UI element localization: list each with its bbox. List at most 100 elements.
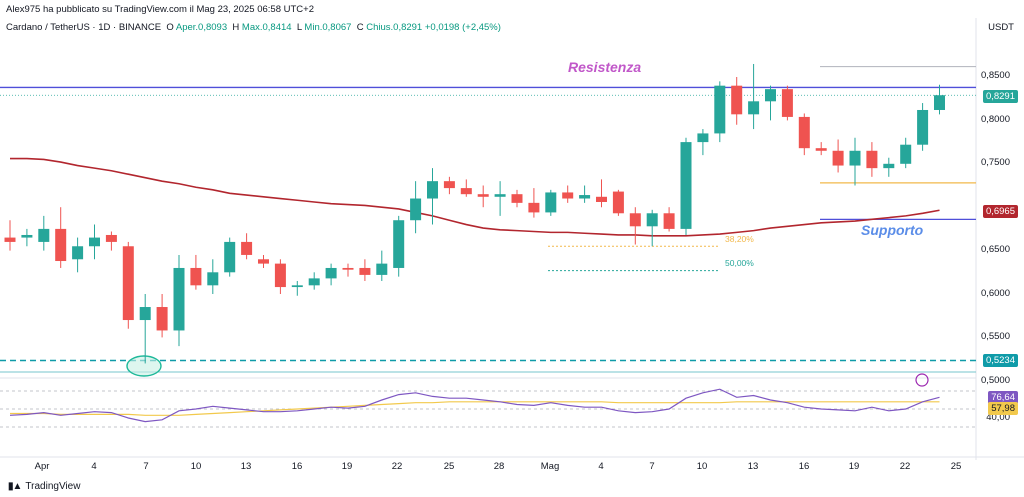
candle-body	[258, 259, 269, 264]
tradingview-brand: TradingView	[25, 481, 81, 492]
candle-body	[190, 267, 202, 286]
price-label-0500: 0,5000	[980, 375, 1010, 386]
dashed-level-tag: 0,5234	[982, 354, 1018, 367]
moving-average-line	[10, 157, 940, 237]
candle-body	[832, 150, 844, 166]
low-value: Min.0,8067	[304, 22, 352, 33]
x-label-4: 4	[91, 461, 97, 472]
rsi-label-40: 40,00	[986, 412, 1010, 423]
moving-average-layer	[10, 157, 940, 237]
candle-body	[663, 213, 675, 229]
x-label-16: 16	[291, 461, 303, 472]
high-value: Max.0,8414	[241, 22, 292, 33]
last-price-tag: 0,8291	[982, 90, 1018, 103]
x-label-mag-22: 22	[899, 461, 911, 472]
tradingview-logo[interactable]: ▮▲ TradingView	[8, 481, 80, 492]
candle-body	[291, 285, 303, 288]
candle-body	[596, 196, 607, 202]
x-label-25: 25	[443, 461, 455, 472]
candle-body	[562, 192, 574, 199]
rsi-layer	[0, 388, 976, 428]
candle-body	[55, 228, 67, 262]
candle-body	[646, 213, 658, 227]
change-value: +0,0198 (+2,45%)	[424, 22, 501, 33]
price-label-0850: 0,8500	[980, 70, 1010, 81]
candle-body	[139, 307, 151, 321]
candle-body	[494, 194, 506, 197]
rsi-value-tag: 76,64	[988, 391, 1018, 404]
x-label-28: 28	[493, 461, 505, 472]
candle-body	[528, 202, 540, 213]
open-value: Aper.0,8093	[175, 22, 228, 33]
candle-body	[308, 278, 320, 286]
x-label-22: 22	[391, 461, 403, 472]
close-label: C	[356, 22, 364, 33]
candle-body	[629, 213, 641, 227]
candle-body	[359, 267, 371, 275]
candle-body	[460, 188, 472, 195]
high-label: H	[232, 22, 240, 33]
x-label-mag: Mag	[540, 461, 560, 472]
candle-body	[612, 191, 624, 214]
candle-body	[849, 150, 861, 166]
x-label-apr: Apr	[34, 461, 50, 472]
candle-body	[224, 241, 236, 273]
price-label-0750: 0,7500	[980, 157, 1010, 168]
candle-body	[934, 95, 945, 110]
candle-body	[342, 267, 354, 270]
candle-body	[697, 133, 709, 143]
x-label-mag-7: 7	[649, 461, 655, 472]
price-label-0800: 0,8000	[980, 114, 1010, 125]
candle-body	[72, 246, 84, 260]
ma-value-tag: 0,6965	[982, 205, 1018, 218]
candle-body	[156, 307, 168, 331]
candle-body	[173, 267, 185, 331]
x-label-7: 7	[143, 461, 149, 472]
candle-body	[765, 89, 776, 102]
candle-body	[545, 192, 557, 213]
symbol-legend[interactable]: Cardano / TetherUS · 1D · BINANCE O Aper…	[6, 22, 501, 33]
x-label-mag-4: 4	[598, 461, 604, 472]
low-label: L	[296, 22, 302, 33]
candle-body	[89, 237, 100, 247]
candle-body	[917, 109, 929, 145]
x-label-10: 10	[190, 461, 202, 472]
tradingview-logo-icon: ▮▲	[8, 481, 22, 492]
candle-body	[21, 234, 33, 238]
candle-body	[38, 228, 50, 242]
x-label-mag-16: 16	[798, 461, 810, 472]
published-by-text: Alex975 ha pubblicato su TradingView.com…	[6, 4, 314, 15]
candle-body	[443, 181, 455, 189]
candle-body	[105, 234, 117, 242]
candle-body	[207, 272, 219, 286]
candle-body	[393, 220, 405, 268]
candle-body	[883, 163, 895, 169]
candle-body	[781, 89, 793, 117]
price-label-0600: 0,6000	[980, 288, 1010, 299]
candle-body	[866, 150, 878, 169]
price-label-0550: 0,5500	[980, 331, 1010, 342]
candle-body	[4, 237, 16, 242]
rsi-ma-line	[10, 401, 940, 416]
candle-body	[376, 263, 388, 275]
candle-body	[579, 195, 591, 199]
highlight-circle	[126, 355, 162, 377]
resistance-annotation: Resistenza	[568, 59, 642, 75]
candle-body	[731, 85, 743, 115]
symbol-name: Cardano / TetherUS · 1D · BINANCE	[6, 22, 162, 33]
close-value: Chius.0,8291	[366, 22, 423, 33]
candle-body	[815, 148, 827, 151]
candle-body	[798, 116, 810, 149]
levels-layer	[0, 66, 976, 387]
candle-body	[477, 194, 489, 197]
alert-icon	[915, 373, 929, 387]
currency-label: USDT	[988, 22, 1014, 33]
candles-layer	[4, 63, 945, 364]
candle-body	[325, 267, 337, 279]
candle-body	[680, 142, 692, 229]
support-annotation: Supporto	[861, 222, 924, 238]
candle-body	[714, 85, 726, 134]
candle-body	[274, 263, 286, 288]
x-label-mag-13: 13	[747, 461, 759, 472]
